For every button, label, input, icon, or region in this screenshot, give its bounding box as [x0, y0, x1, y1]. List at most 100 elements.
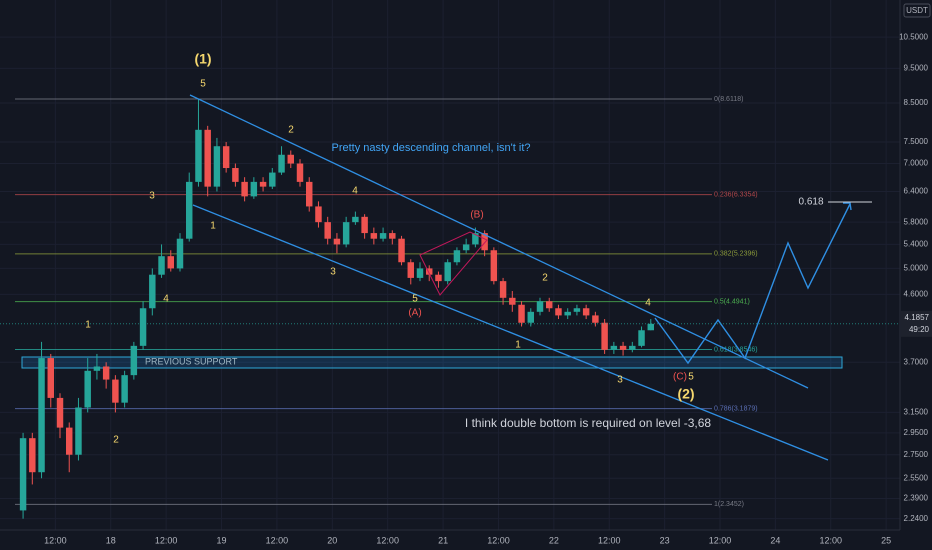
x-tick-label: 21 — [438, 535, 448, 545]
y-tick-label: 4.6000 — [904, 290, 929, 299]
candle-body — [241, 181, 248, 197]
candle-body — [499, 281, 507, 298]
x-tick-label: 12:00 — [820, 535, 843, 545]
candle-body — [601, 322, 608, 350]
annotation: (B) — [470, 210, 483, 221]
target-label: 0.618 — [798, 197, 823, 208]
support-label: PREVIOUS SUPPORT — [145, 356, 238, 366]
x-tick-label: 12:00 — [598, 535, 621, 545]
candle-body — [407, 262, 414, 278]
candle-body — [204, 129, 211, 187]
candle-body — [315, 206, 322, 223]
x-tick-label: 12:00 — [155, 535, 178, 545]
x-tick-label: 19 — [217, 535, 227, 545]
candle-body — [342, 222, 350, 245]
annotation: (A) — [408, 308, 421, 319]
candle-body — [167, 256, 174, 269]
candle-body — [398, 238, 405, 263]
candle-body — [536, 301, 544, 312]
x-tick-label: 20 — [327, 535, 337, 545]
candle-body — [379, 233, 387, 239]
support-zone — [21, 356, 843, 369]
candle-body — [389, 233, 396, 239]
y-tick-label: 6.4000 — [904, 187, 929, 196]
candle-body — [66, 427, 73, 455]
candle-body — [370, 233, 378, 239]
candle-body — [610, 345, 618, 350]
y-tick-label: 5.0000 — [904, 264, 929, 273]
y-tick-label: 10.5000 — [899, 32, 928, 41]
candle-body — [259, 181, 267, 187]
candle-body — [29, 438, 36, 473]
candle-body — [416, 268, 424, 278]
candle-body — [102, 366, 110, 380]
x-tick-label: 22 — [549, 535, 559, 545]
candle-body — [195, 129, 202, 182]
candle-body — [130, 345, 138, 376]
candle-body — [564, 311, 571, 316]
current-price-box — [901, 310, 932, 337]
annotation: (1) — [194, 51, 211, 67]
y-tick-label: 8.5000 — [904, 98, 929, 107]
candle-body — [278, 154, 285, 173]
candle-body — [546, 301, 553, 309]
candle-body — [222, 146, 230, 169]
candle-body — [186, 181, 193, 239]
candle-body — [333, 238, 341, 245]
candle-body — [158, 256, 165, 275]
y-tick-label: 2.5500 — [904, 473, 929, 482]
candle-body — [84, 370, 91, 408]
candle-body — [435, 274, 442, 282]
currency: USDT — [906, 6, 928, 15]
fib-retracement: 0(8.6118) 0.236(6.3354) 0.382(5.2396) 0.5(4… — [15, 96, 758, 508]
x-tick-label: 12:00 — [376, 535, 399, 545]
annotation: (2) — [677, 386, 694, 402]
x-tick-label: 12:00 — [266, 535, 289, 545]
x-tick-label: 12:00 — [487, 535, 510, 545]
annotation: 2 — [113, 435, 119, 446]
y-tick-label: 2.2400 — [904, 514, 929, 523]
candle-body — [472, 233, 479, 245]
y-tick-label: 5.4000 — [904, 240, 929, 249]
candle-body — [38, 358, 45, 473]
y-tick-label: 3.1500 — [904, 408, 929, 417]
annotation: 4 — [352, 186, 358, 197]
candle-body — [555, 308, 562, 316]
candle-body — [296, 163, 304, 182]
candle-body — [490, 250, 498, 282]
candles — [19, 99, 654, 519]
annotation: 4 — [645, 298, 651, 309]
candle-body — [619, 345, 627, 350]
candle-body — [213, 146, 221, 187]
fib-label: 0.618(3.8546) — [714, 346, 758, 353]
candle-body — [93, 366, 101, 371]
projection-path — [654, 203, 851, 365]
annotation: 5 — [412, 294, 418, 305]
fib-label: 0.382(5.2396) — [714, 251, 758, 258]
fib-label: 0.5(4.4941) — [714, 298, 750, 305]
annotation: I think double bottom is required on lev… — [465, 416, 711, 430]
grid — [0, 0, 900, 530]
candle-body — [352, 216, 359, 223]
candle-body — [112, 379, 119, 403]
annotation: 2 — [288, 125, 294, 136]
candle-body — [462, 244, 470, 251]
y-tick-label: 5.8000 — [904, 217, 929, 226]
candle-body — [269, 172, 276, 187]
x-tick-label: 12:00 — [709, 535, 732, 545]
x-tick-label: 23 — [660, 535, 670, 545]
candle-body — [573, 308, 581, 312]
annotation: 1 — [85, 320, 91, 331]
y-tick-label: 2.9500 — [904, 428, 929, 437]
candle-body — [250, 181, 258, 197]
candle-body — [324, 222, 331, 239]
annotation: 3 — [617, 375, 623, 386]
y-tick-label: 2.3900 — [904, 494, 929, 503]
y-tick-label: 2.7500 — [904, 450, 929, 459]
annotation: Pretty nasty descending channel, isn't i… — [332, 142, 531, 154]
candle-body — [56, 397, 64, 428]
candle-body — [306, 181, 313, 207]
fib-label: 0.786(3.1879) — [714, 406, 758, 413]
